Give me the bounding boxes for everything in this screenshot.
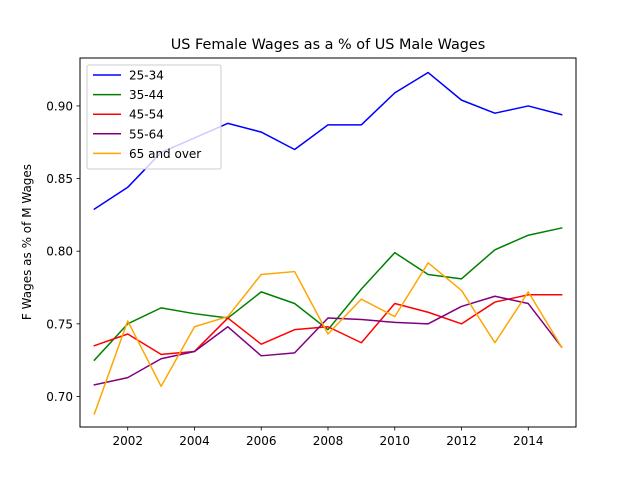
legend-box: [86, 64, 222, 170]
x-tick-label: 2010: [379, 434, 410, 448]
x-axis-ticks: 2002 2004 2006 2008 2010 2012 2014: [112, 427, 544, 448]
legend-label: 65 and over: [129, 147, 201, 161]
series-line-4: [93, 295, 563, 386]
y-tick-label: 0.70: [46, 390, 73, 404]
x-tick-label: 2002: [112, 434, 143, 448]
series-line-3: [93, 294, 563, 356]
x-tick-label: 2008: [313, 434, 344, 448]
x-tick-label: 2006: [246, 434, 277, 448]
legend: 25-34 35-44 45-54 55-64 65 and over: [86, 64, 222, 170]
y-tick-label: 0.90: [46, 99, 73, 113]
legend-label: 25-34: [129, 69, 164, 83]
y-tick-label: 0.85: [46, 172, 73, 186]
x-tick-label: 2004: [179, 434, 210, 448]
legend-label: 35-44: [129, 88, 164, 102]
legend-label: 45-54: [129, 108, 164, 122]
y-axis-ticks: 0.70 0.75 0.80 0.85 0.90: [46, 99, 80, 404]
chart-title: US Female Wages as a % of US Male Wages: [171, 37, 486, 53]
series-line-2: [93, 227, 563, 362]
x-tick-label: 2014: [513, 434, 544, 448]
series-line-5: [93, 262, 563, 415]
plot-frame: [79, 57, 577, 428]
y-tick-label: 0.75: [46, 317, 73, 331]
y-tick-label: 0.80: [46, 245, 73, 259]
x-tick-label: 2012: [446, 434, 477, 448]
legend-label: 55-64: [129, 127, 164, 141]
y-axis-label: F Wages as % of M Wages: [20, 164, 34, 320]
